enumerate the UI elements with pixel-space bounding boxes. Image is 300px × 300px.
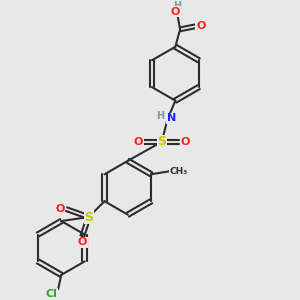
Text: O: O — [78, 237, 87, 248]
Text: O: O — [56, 204, 65, 214]
Text: N: N — [167, 113, 176, 123]
Text: S: S — [157, 135, 166, 148]
Text: H: H — [173, 1, 181, 11]
Text: S: S — [84, 211, 93, 224]
Text: O: O — [196, 21, 206, 31]
Text: O: O — [134, 137, 143, 147]
Text: O: O — [171, 7, 180, 17]
Text: Cl: Cl — [46, 289, 58, 299]
Text: CH₃: CH₃ — [170, 167, 188, 176]
Text: O: O — [180, 137, 190, 147]
Text: H: H — [156, 111, 164, 121]
